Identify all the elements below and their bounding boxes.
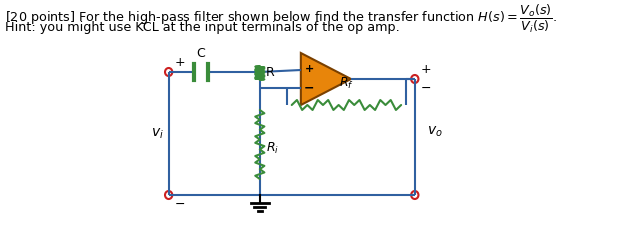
Text: +: + xyxy=(305,64,314,74)
Text: R: R xyxy=(266,66,275,80)
Text: Hint: you might use KCL at the input terminals of the op amp.: Hint: you might use KCL at the input ter… xyxy=(5,21,399,34)
Text: +: + xyxy=(175,56,185,69)
Text: $R_i$: $R_i$ xyxy=(266,141,279,156)
Text: C: C xyxy=(196,47,205,60)
Text: [20 points] For the high-pass filter shown below find the transfer function $H(s: [20 points] For the high-pass filter sho… xyxy=(5,3,556,35)
Text: −: − xyxy=(304,82,314,95)
Text: −: − xyxy=(421,82,431,95)
Text: −: − xyxy=(175,198,185,211)
Text: +: + xyxy=(421,63,431,76)
Text: $R_f$: $R_f$ xyxy=(339,76,354,91)
Polygon shape xyxy=(301,53,351,105)
Text: $v_i$: $v_i$ xyxy=(151,126,164,141)
Text: $v_o$: $v_o$ xyxy=(427,125,442,139)
